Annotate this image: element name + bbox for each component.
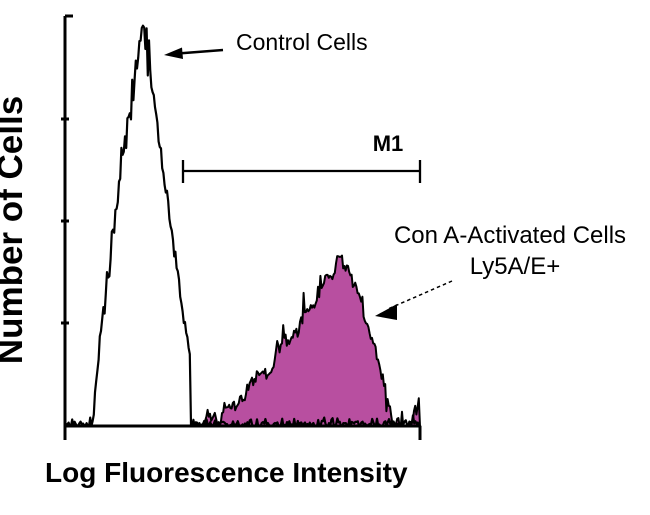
svg-text:Control Cells: Control Cells [236, 29, 368, 55]
svg-text:Con A-Activated Cells: Con A-Activated Cells [394, 222, 626, 249]
svg-text:Log Fluorescence Intensity: Log Fluorescence Intensity [45, 457, 408, 488]
svg-text:Ly5A/E+: Ly5A/E+ [470, 253, 561, 280]
svg-text:Number of Cells: Number of Cells [0, 96, 30, 364]
svg-text:M1: M1 [373, 131, 404, 156]
